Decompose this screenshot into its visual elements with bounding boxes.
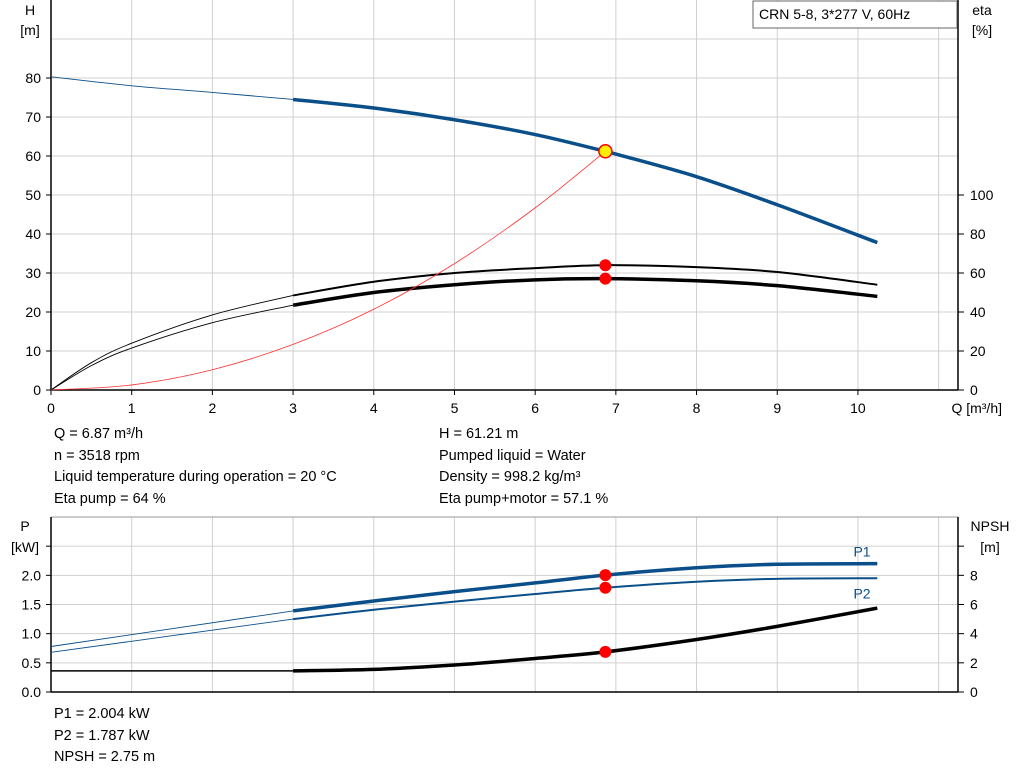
info-line: Eta pump+motor = 57.1 % [439,490,609,507]
y-tick-label: 10 [25,343,41,359]
eta-total-point [599,272,612,285]
y-tick-label: 80 [25,70,41,86]
head-curve [292,97,878,245]
info-line: P2 = 1.787 kW [54,727,150,744]
x-tick-label: 4 [370,400,378,416]
p2-curve-extrapolated [50,618,294,653]
y2-tick-label: 60 [970,265,986,281]
info-line: Liquid temperature during operation = 20… [54,469,337,485]
duty-point [598,144,613,159]
duty-info-left: Q = 6.87 m³/h n = 3518 rpm Liquid temper… [54,424,337,510]
x-tick-label: 8 [693,400,701,416]
info-line: H = 61.21 m [439,426,519,442]
system-curve [50,151,606,391]
x-tick-label: 1 [128,400,136,416]
info-line: P1 = 2.004 kW [54,706,150,722]
x-tick-label: 7 [612,400,620,416]
x-tick-label: 3 [289,400,297,416]
p1-curve [292,561,878,613]
x-tick-label: 6 [531,400,539,416]
power-info: P1 = 2.004 kW P2 = 1.787 kW NPSH = 2.75 … [54,704,155,769]
y-tick-label: 2.0 [22,567,42,583]
eta-curve-extrapolated [50,294,294,391]
y-axis-label: P [20,518,29,534]
head-curve-extrapolated [50,76,294,100]
p1-label: P1 [853,544,870,560]
y-tick-label: 0.0 [22,684,42,700]
y-tick-label: 20 [25,304,41,320]
info-line: Eta pump = 64 % [54,490,166,507]
y2-tick-label: 100 [970,187,994,203]
p1-duty-point [599,569,612,582]
y-tick-label: 40 [25,226,41,242]
y-tick-label: 1.0 [22,626,42,642]
y-tick-label: 60 [25,148,41,164]
eta-curve [292,264,878,297]
x-axis-label: Q [m³/h] [951,400,1002,416]
npsh-curve [293,606,878,673]
p2-curve [292,577,878,621]
y2-tick-label: 6 [970,597,978,613]
y-tick-label: 1.5 [22,597,42,613]
y-axis-unit: [kW] [11,539,39,555]
y-tick-label: 50 [25,187,41,203]
x-tick-label: 2 [208,400,216,416]
x-tick-label: 5 [451,400,459,416]
y-axis-unit: [m] [20,22,39,38]
eta-pump-point [599,259,612,272]
title-box [752,0,958,29]
y-axis-label: H [25,2,35,18]
x-tick-label: 9 [773,400,781,416]
info-line: Pumped liquid = Water [439,447,586,464]
y2-tick-label: 40 [970,304,986,320]
npsh-duty-point [599,645,612,658]
y-tick-label: 30 [25,265,41,281]
p1-curve-extrapolated [50,610,294,647]
y2-tick-label: 80 [970,226,986,242]
y2-axis-unit: [%] [972,22,992,38]
y2-axis-label: eta [972,2,992,18]
y-tick-label: 0.5 [22,655,42,671]
y2-tick-label: 0 [970,382,978,398]
y2-tick-label: 8 [970,567,978,583]
y-tick-label: 70 [25,109,41,125]
chart-title: CRN 5-8, 3*277 V, 60Hz [759,6,910,22]
y-tick-label: 0 [33,382,41,398]
info-line: n = 3518 rpm [54,447,140,464]
y2-tick-label: 2 [970,655,978,671]
duty-info-right: H = 61.21 m Pumped liquid = Water Densit… [439,424,608,510]
eta2-curve [292,276,878,307]
p2-label: P2 [853,585,870,601]
x-tick-label: 10 [850,400,866,416]
y2-tick-label: 0 [970,684,978,700]
info-line: NPSH = 2.75 m [54,749,156,765]
y2-tick-label: 4 [970,626,978,642]
y2-axis-unit: [m] [980,539,999,555]
p2-duty-point [599,581,612,594]
info-line: Density = 998.2 kg/m³ [439,469,581,485]
y2-axis-label: NPSH [971,518,1010,534]
x-tick-label: 0 [47,400,55,416]
eta2-curve-extrapolated [50,304,294,391]
info-line: Q = 6.87 m³/h [54,426,144,442]
y2-tick-label: 20 [970,343,986,359]
